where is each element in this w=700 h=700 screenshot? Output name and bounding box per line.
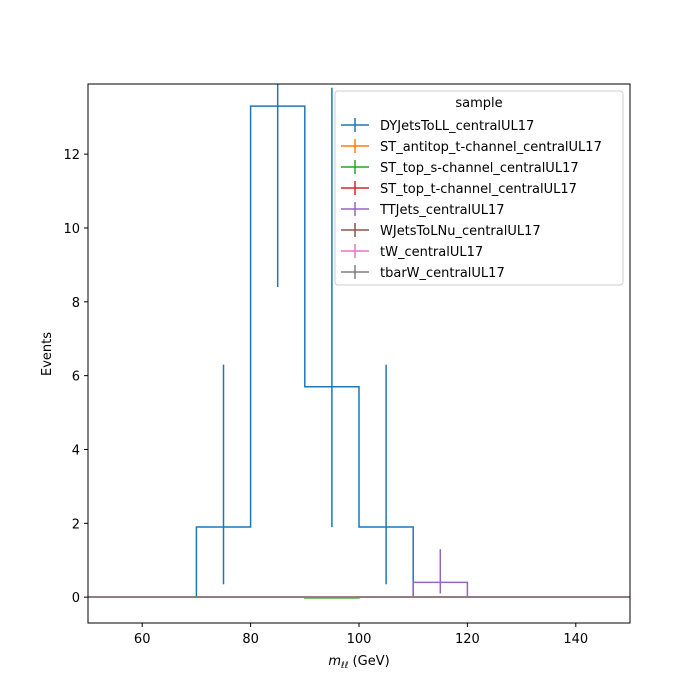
y-axis-ticks: 0 2 4 6 8 10 12	[63, 148, 88, 606]
y-tick-label: 12	[63, 148, 80, 163]
legend-label: TTJets_centralUL17	[379, 203, 505, 218]
legend-item: DYJetsToLL_centralUL17	[341, 118, 534, 134]
x-tick-label: 100	[347, 632, 372, 647]
legend-item: TTJets_centralUL17	[341, 202, 505, 218]
legend-box	[334, 90, 624, 286]
x-tick-label: 120	[455, 632, 480, 647]
y-tick-label: 10	[63, 222, 80, 237]
legend-item: tW_centralUL17	[341, 244, 483, 260]
x-tick-label: 80	[242, 632, 259, 647]
legend-label: ST_top_t-channel_centralUL17	[380, 182, 577, 197]
legend-label: DYJetsToLL_centralUL17	[380, 119, 534, 134]
legend-item: ST_antitop_t-channel_centralUL17	[341, 139, 602, 155]
legend-item: WJetsToLNu_centralUL17	[341, 223, 541, 239]
legend-label: ST_top_s-channel_centralUL17	[380, 161, 579, 176]
y-tick-label: 4	[72, 443, 80, 458]
legend-item: ST_top_s-channel_centralUL17	[341, 160, 579, 176]
y-tick-label: 0	[72, 591, 80, 606]
legend: sample DYJetsToLL_centralUL17 ST_antitop_…	[334, 90, 624, 286]
legend-label: tbarW_centralUL17	[380, 266, 505, 281]
x-axis-label-unit: (GeV)	[348, 654, 389, 669]
legend-label: ST_antitop_t-channel_centralUL17	[380, 140, 602, 155]
legend-title: sample	[455, 96, 502, 111]
legend-entries: DYJetsToLL_centralUL17 ST_antitop_t-chann…	[341, 118, 602, 281]
legend-label: WJetsToLNu_centralUL17	[380, 224, 541, 239]
x-axis-label: mℓℓ (GeV)	[328, 654, 389, 671]
series-layer	[88, 84, 630, 599]
legend-label: tW_centralUL17	[380, 245, 483, 260]
legend-item: ST_top_t-channel_centralUL17	[341, 181, 577, 197]
x-axis-label-subscript: ℓℓ	[340, 661, 348, 671]
y-tick-label: 2	[72, 517, 80, 532]
x-axis-label-math: m	[328, 654, 341, 669]
x-axis-ticks: 60 80 100 120 140	[134, 623, 588, 647]
y-tick-label: 6	[72, 370, 80, 385]
x-tick-label: 140	[563, 632, 588, 647]
legend-item: tbarW_centralUL17	[341, 265, 505, 281]
x-tick-label: 60	[134, 632, 151, 647]
y-axis-label: Events	[40, 332, 55, 376]
y-tick-label: 8	[72, 296, 80, 311]
